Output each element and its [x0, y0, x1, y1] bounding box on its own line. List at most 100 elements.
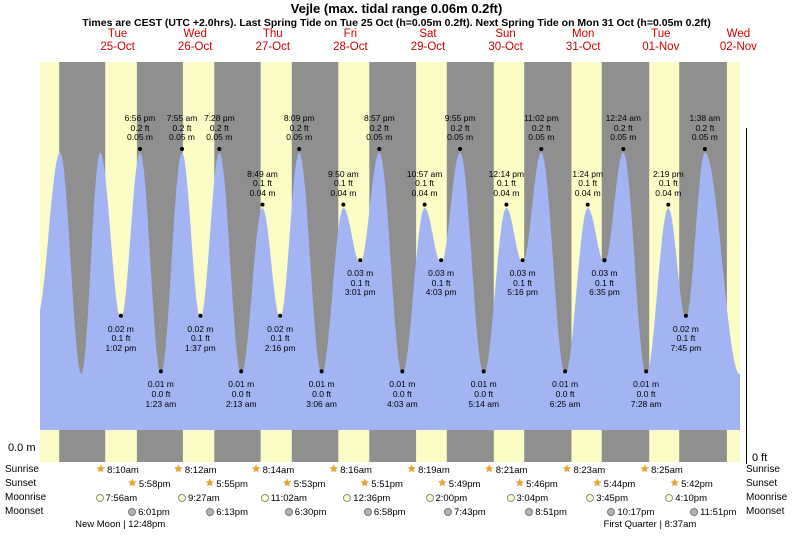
tide-area — [40, 152, 740, 430]
sunrise-row-label-left: Sunrise — [5, 464, 39, 475]
tide-height-ft: 0.2 ft — [209, 122, 229, 133]
tide-annotation-high: 7:28 pm 0.2 ft 0.05 m — [204, 113, 235, 143]
sunrise-entry: ★ 8:12am — [174, 464, 217, 476]
tide-height-ft: 0.0 ft — [151, 388, 171, 399]
tide-annotation-high: 8:57 pm 0.2 ft 0.05 m — [364, 113, 395, 143]
tide-time: 4:03 am — [386, 398, 418, 409]
day-date: 02-Nov — [719, 41, 757, 53]
tide-height-m: 0.05 m — [127, 132, 153, 143]
sunrise-icon: ★ — [407, 464, 417, 475]
tide-height-ft: 0.1 ft — [333, 178, 353, 189]
tide-event-dot — [520, 258, 525, 263]
tide-height-m: 0.04 m — [411, 187, 438, 198]
sunset-icon: ★ — [127, 478, 137, 489]
tide-event-dot — [539, 147, 544, 151]
day-label: Sat 29-Oct — [411, 28, 446, 54]
moonset-entry: 8:51pm — [525, 506, 567, 518]
sunrise-time: 8:19am — [418, 464, 450, 476]
moonset-icon — [284, 508, 293, 516]
tide-annotation-low: 0.01 m 0.0 ft 1:23 am — [146, 380, 177, 409]
tide-annotation-high: 10:57 am 0.1 ft 0.04 m — [406, 168, 443, 199]
moonrise-entry: 3:04pm — [506, 492, 548, 504]
sunset-icon: ★ — [515, 478, 525, 489]
tide-height-m: 0.01 m — [228, 379, 255, 390]
sunset-icon: ★ — [205, 478, 215, 489]
tide-height-m: 0.02 m — [107, 323, 134, 334]
moonset-time: 8:51pm — [535, 506, 567, 518]
tide-height-m: 0.03 m — [509, 268, 536, 279]
page-title: Vejle (max. tidal range 0.06m 0.2ft) — [290, 1, 503, 16]
tide-time: 10:57 am — [406, 168, 443, 179]
tide-height-m: 0.04 m — [330, 187, 357, 198]
moonrise-time: 4:10pm — [675, 492, 707, 504]
tide-event-dot — [341, 202, 346, 207]
day-date: 29-Oct — [410, 41, 446, 53]
tide-time: 7:45 pm — [670, 342, 702, 353]
tide-event-dot — [297, 147, 302, 151]
day-label: Thu 27-Oct — [256, 28, 291, 54]
tide-event-dot — [198, 313, 203, 318]
tide-time: 12:14 pm — [488, 168, 525, 179]
tide-height-ft: 0.2 ft — [695, 122, 715, 133]
tide-height-ft: 0.1 ft — [496, 178, 516, 189]
tide-event-dot — [504, 202, 509, 207]
day-date: 30-Oct — [488, 41, 523, 53]
tide-height-m: 0.05 m — [286, 132, 313, 143]
sunrise-row-label-right: Sunrise — [746, 464, 780, 475]
day-label: Mon 31-Oct — [566, 28, 601, 54]
tide-time: 9:55 pm — [444, 113, 476, 123]
moonrise-time: 7:56am — [105, 492, 138, 504]
tide-time: 2:13 am — [225, 398, 257, 409]
day-date: 28-Oct — [333, 41, 368, 53]
sunrise-entry: ★ 8:23am — [563, 464, 606, 476]
moonset-entry: 6:58pm — [363, 506, 406, 518]
tide-annotation-high: 9:50 am 0.1 ft 0.04 m — [328, 168, 359, 199]
tide-time: 2:19 pm — [652, 168, 684, 179]
sunrise-icon: ★ — [96, 464, 106, 475]
tide-time: 9:50 am — [328, 168, 359, 179]
tide-height-m: 0.01 m — [308, 379, 335, 390]
sunset-time: 5:55pm — [216, 478, 248, 490]
moonset-icon — [206, 508, 215, 516]
sunset-row-label-right: Sunset — [746, 478, 778, 489]
tide-time: 6:25 am — [549, 398, 581, 409]
day-name: Mon — [571, 28, 595, 40]
tide-annotation-low: 0.03 m 0.1 ft 6:35 pm — [589, 269, 620, 298]
tide-height-m: 0.04 m — [249, 187, 276, 198]
moonset-entry: 7:43pm — [444, 506, 486, 518]
tide-height-ft: 0.1 ft — [578, 178, 598, 189]
tide-annotation-high: 12:14 pm 0.1 ft 0.04 m — [488, 168, 525, 199]
tide-annotation-low: 0.01 m 0.0 ft 2:13 am — [226, 380, 257, 409]
moonrise-entry: 11:02am — [260, 492, 307, 504]
tide-height-ft: 0.1 ft — [595, 277, 614, 288]
day-label: Fri 28-Oct — [333, 28, 368, 54]
sunset-row-label-left: Sunset — [5, 478, 37, 489]
moonset-time: 6:13pm — [216, 506, 248, 518]
sunset-time: 5:46pm — [526, 478, 558, 490]
tide-event-dot — [563, 369, 568, 374]
sunrise-time: 8:10am — [107, 464, 139, 476]
sunset-icon: ★ — [437, 478, 447, 489]
tide-height-ft: 0.2 ft — [450, 122, 470, 133]
tide-time: 5:16 pm — [507, 287, 538, 298]
tide-annotation-high: 6:56 pm 0.2 ft 0.05 m — [125, 113, 156, 143]
tide-event-dot — [400, 369, 405, 374]
moonset-icon — [444, 508, 452, 516]
sunrise-entry: ★ 8:25am — [640, 464, 683, 476]
tide-event-dot — [621, 147, 626, 151]
sunrise-entry: ★ 8:10am — [96, 464, 139, 476]
tide-height-ft: 0.2 ft — [172, 122, 192, 133]
moonrise-time: 12:36pm — [353, 492, 391, 504]
tide-event-dot — [683, 313, 688, 318]
tide-annotation-low: 0.03 m 0.1 ft 3:01 pm — [345, 269, 376, 298]
sunset-time: 5:53pm — [293, 478, 326, 490]
tide-event-dot — [666, 202, 671, 207]
tide-event-dot — [217, 147, 222, 151]
sunrise-time: 8:12am — [184, 464, 217, 476]
tide-annotation-low: 0.03 m 0.1 ft 4:03 pm — [426, 269, 457, 298]
sunset-entry: ★ 5:44pm — [593, 478, 636, 490]
tide-height-m: 0.05 m — [366, 132, 393, 143]
tide-time: 1:24 pm — [572, 168, 604, 179]
sunset-entry: ★ 5:42pm — [670, 478, 713, 490]
moonset-time: 11:51pm — [700, 506, 737, 518]
